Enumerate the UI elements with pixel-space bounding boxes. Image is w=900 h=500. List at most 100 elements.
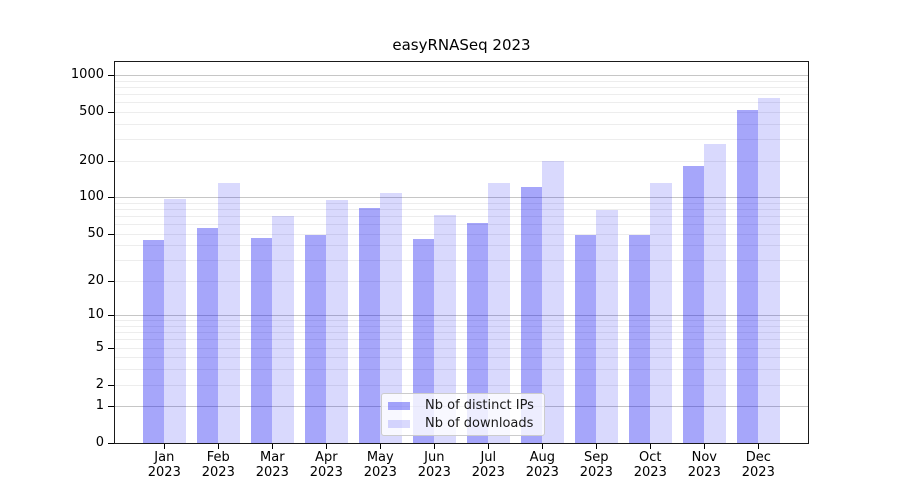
y-tick-label: 5: [95, 339, 104, 355]
legend: Nb of distinct IPs Nb of downloads: [381, 393, 545, 436]
gridline-minor: [115, 339, 808, 341]
y-tick-label: 50: [87, 225, 104, 241]
gridline-minor: [115, 202, 808, 204]
gridline-minor: [115, 245, 808, 247]
y-tick-mark: [108, 111, 114, 113]
y-tick-label: 0: [95, 435, 104, 450]
bar-jun-distinct-ips: [412, 239, 435, 443]
x-tick-label-aug: Aug 2023: [525, 450, 559, 480]
bar-may-distinct-ips: [358, 207, 381, 443]
gridline-minor: [115, 160, 808, 162]
bar-oct-downloads: [650, 183, 672, 443]
bar-may-downloads: [380, 193, 402, 443]
bar-oct-distinct-ips: [628, 234, 651, 443]
y-tick-mark: [108, 74, 114, 76]
y-tick-mark: [108, 315, 114, 317]
gridline-minor: [115, 93, 808, 95]
bar-dec-downloads: [758, 98, 780, 443]
x-tick-mark: [380, 444, 382, 449]
bar-feb-distinct-ips: [196, 227, 219, 443]
gridline-minor: [115, 260, 808, 262]
gridline-minor: [115, 139, 808, 140]
x-tick-mark: [758, 444, 760, 449]
gridline-minor: [115, 208, 808, 210]
bar-nov-distinct-ips: [682, 165, 705, 443]
x-tick-label-jul: Jul 2023: [471, 450, 505, 480]
x-tick-label-mar: Mar 2023: [255, 450, 289, 480]
gridline-minor: [115, 320, 808, 322]
gridline-minor: [115, 224, 808, 225]
x-tick-mark: [218, 444, 220, 449]
gridline-major: [115, 315, 808, 317]
bar-jun-downloads: [434, 215, 456, 443]
legend-item-distinct-ips: Nb of distinct IPs: [388, 398, 544, 413]
x-tick-mark: [488, 444, 490, 449]
gridline-minor: [115, 369, 808, 371]
y-tick-mark: [108, 384, 114, 386]
gridline-minor: [115, 280, 808, 282]
x-tick-mark: [326, 444, 328, 449]
legend-label-distinct-ips: Nb of distinct IPs: [425, 398, 534, 413]
legend-label-downloads: Nb of downloads: [425, 416, 534, 431]
gridline-minor: [115, 384, 808, 386]
y-tick-mark: [108, 347, 114, 349]
bar-mar-distinct-ips: [250, 237, 273, 443]
bar-apr-downloads: [326, 199, 348, 443]
y-tick-mark: [108, 233, 114, 235]
bar-sep-distinct-ips: [574, 234, 597, 443]
bar-jul-distinct-ips: [466, 223, 489, 443]
gridline-major: [115, 197, 808, 199]
y-tick-mark: [108, 443, 114, 444]
x-tick-mark: [704, 444, 706, 449]
x-tick-mark: [272, 444, 274, 449]
bar-mar-downloads: [272, 215, 294, 443]
legend-swatch-downloads: [388, 419, 410, 428]
gridline-minor: [115, 215, 808, 217]
x-tick-label-sep: Sep 2023: [579, 450, 613, 480]
gridline-minor: [115, 325, 808, 327]
gridline-minor: [115, 123, 808, 125]
x-tick-label-nov: Nov 2023: [687, 450, 721, 480]
x-tick-label-apr: Apr 2023: [309, 450, 343, 480]
x-tick-mark: [596, 444, 598, 449]
gridline-major: [115, 74, 808, 76]
y-tick-label: 100: [79, 189, 104, 205]
y-tick-label: 20: [87, 272, 104, 288]
y-tick-mark: [108, 280, 114, 282]
bar-feb-downloads: [218, 183, 240, 443]
legend-swatch-distinct-ips: [388, 401, 410, 410]
x-tick-label-jan: Jan 2023: [147, 450, 181, 480]
legend-item-downloads: Nb of downloads: [388, 416, 544, 431]
bar-jan-downloads: [164, 199, 186, 443]
gridline-minor: [115, 86, 808, 88]
y-tick-label: 2: [95, 376, 104, 392]
y-tick-label: 500: [79, 103, 104, 119]
bar-aug-downloads: [542, 161, 564, 443]
y-tick-label: 1: [95, 398, 104, 414]
gridline-minor: [115, 233, 808, 235]
plot-area: Nb of distinct IPs Nb of downloads: [114, 61, 809, 444]
bar-jan-distinct-ips: [142, 240, 165, 443]
chart-title: easyRNASeq 2023: [392, 36, 531, 54]
y-tick-mark: [108, 197, 114, 199]
y-tick-label: 200: [79, 152, 104, 168]
gridline-minor: [115, 347, 808, 349]
x-tick-label-dec: Dec 2023: [741, 450, 775, 480]
gridline-minor: [115, 332, 808, 334]
x-tick-label-jun: Jun 2023: [417, 450, 451, 480]
x-tick-label-oct: Oct 2023: [633, 450, 667, 480]
gridline-minor: [115, 357, 808, 359]
x-tick-label-feb: Feb 2023: [201, 450, 235, 480]
bar-sep-downloads: [596, 210, 618, 443]
gridline-minor: [115, 111, 808, 113]
bar-jul-downloads: [488, 183, 510, 443]
bar-dec-distinct-ips: [736, 109, 759, 443]
bar-nov-downloads: [704, 143, 726, 443]
x-tick-mark: [650, 444, 652, 449]
bar-apr-distinct-ips: [304, 234, 327, 443]
bar-aug-distinct-ips: [520, 187, 543, 443]
gridline-minor: [115, 80, 808, 82]
y-tick-label: 10: [87, 307, 104, 323]
y-tick-mark: [108, 160, 114, 162]
